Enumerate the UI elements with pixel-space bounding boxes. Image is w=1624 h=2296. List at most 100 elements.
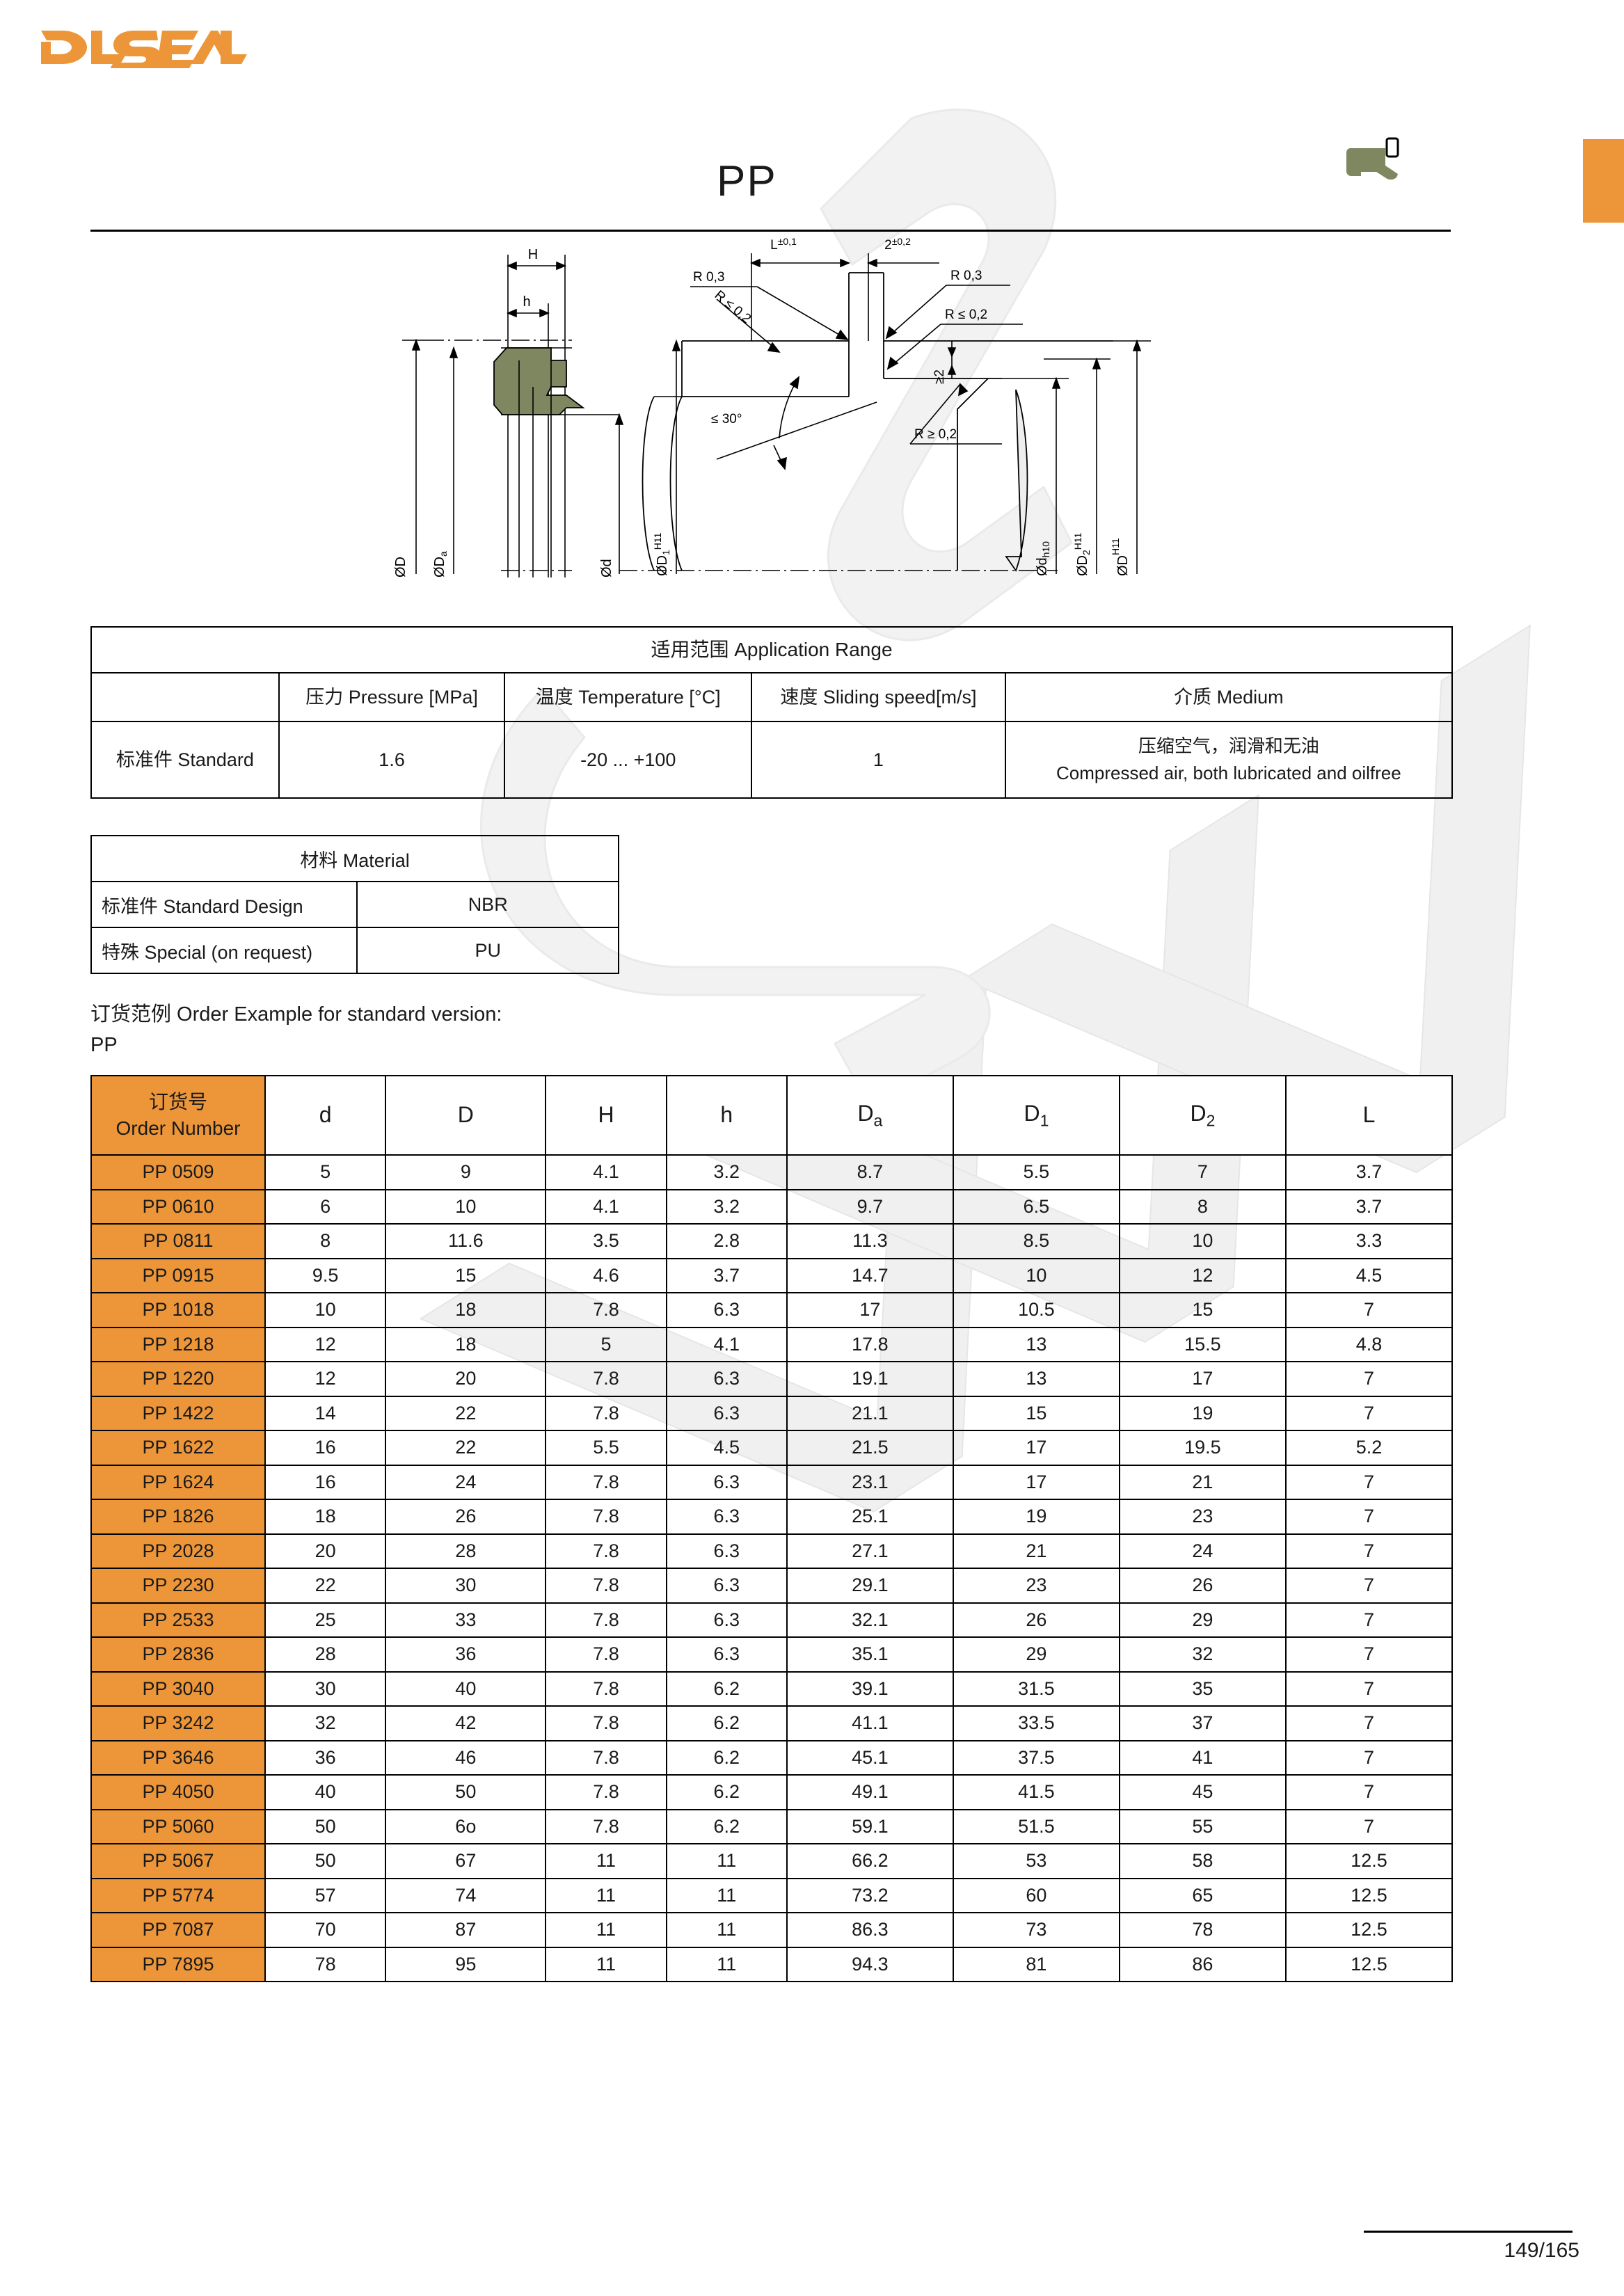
table-row: PP 0811 8 11.6 3.5 2.8 11.3 8.5 10 3.3 — [90, 1223, 1454, 1259]
cell-D1: 41.5 — [952, 1774, 1120, 1810]
cell-Da: 14.7 — [786, 1257, 954, 1293]
cell-H: 7.8 — [545, 1292, 667, 1328]
cell-order-number: PP 2533 — [90, 1602, 266, 1638]
cell-D1: 13 — [952, 1361, 1120, 1397]
cell-D2: 15.5 — [1118, 1326, 1287, 1362]
cell-D: 33 — [385, 1602, 547, 1638]
material-value-standard: NBR — [356, 881, 619, 928]
cell-D: 74 — [385, 1877, 547, 1913]
cell-order-number: PP 4050 — [90, 1774, 266, 1810]
cell-h: 6.3 — [665, 1499, 788, 1535]
cell-h: 2.8 — [665, 1223, 788, 1259]
cell-D: 24 — [385, 1464, 547, 1500]
cell-d: 9.5 — [264, 1257, 387, 1293]
cell-H: 5.5 — [545, 1430, 667, 1466]
cell-Da: 49.1 — [786, 1774, 954, 1810]
seal-profile-icon — [1346, 137, 1399, 180]
cell-order-number: PP 2836 — [90, 1636, 266, 1673]
order-example: 订货范例 Order Example for standard version:… — [90, 1000, 502, 1060]
cell-d: 36 — [264, 1739, 387, 1776]
col-head-temperature: 温度 Temperature [°C] — [504, 672, 753, 722]
material-label-standard: 标准件 Standard Design — [90, 881, 358, 928]
cell-H: 7.8 — [545, 1636, 667, 1673]
seal-cross-section — [493, 347, 585, 415]
dim-label-r-le-02-left: R ≤ 0,2 — [712, 288, 754, 326]
order-example-line1: 订货范例 Order Example for standard version: — [90, 1003, 502, 1026]
cell-D2: 86 — [1118, 1946, 1287, 1982]
dim-label-Odh10: Ødh10 — [1035, 541, 1051, 576]
cell-D2: 45 — [1118, 1774, 1287, 1810]
material-table: 材料 Material 标准件 Standard Design NBR 特殊 S… — [90, 835, 619, 974]
cell-d: 14 — [264, 1395, 387, 1431]
table-row: PP 1624 16 24 7.8 6.3 23.1 17 21 7 — [90, 1464, 1454, 1500]
row-label-standard: 标准件 Standard — [90, 721, 280, 799]
cell-D2: 32 — [1118, 1636, 1287, 1673]
cell-H: 11 — [545, 1912, 667, 1948]
cell-order-number: PP 1826 — [90, 1499, 266, 1535]
dim-label-h: h — [523, 294, 530, 310]
cell-order-number: PP 5060 — [90, 1808, 266, 1844]
table-header-row: 订货号 Order Number d D H h Da D1 D2 L — [90, 1075, 1454, 1156]
table-row: PP 0509 5 9 4.1 3.2 8.7 5.5 7 3.7 — [90, 1154, 1454, 1190]
cell-h: 3.2 — [665, 1188, 788, 1225]
cell-order-number: PP 7895 — [90, 1946, 266, 1982]
cell-Da: 39.1 — [786, 1671, 954, 1707]
cell-D1: 17 — [952, 1430, 1120, 1466]
cell-D1: 23 — [952, 1568, 1120, 1604]
cell-L: 3.7 — [1284, 1188, 1454, 1225]
col-head-H: H — [545, 1075, 667, 1156]
cell-D: 46 — [385, 1739, 547, 1776]
cell-h: 6.3 — [665, 1568, 788, 1604]
cell-L: 7 — [1284, 1705, 1454, 1741]
col-head-medium: 介质 Medium — [1004, 672, 1454, 722]
col-head-D2: D2 — [1118, 1075, 1287, 1156]
value-medium: 压缩空气，润滑和无油 Compressed air, both lubricat… — [1004, 721, 1454, 799]
cell-Da: 25.1 — [786, 1499, 954, 1535]
cell-D1: 10 — [952, 1257, 1120, 1293]
cell-Da: 29.1 — [786, 1568, 954, 1604]
dim-label-r03-left: R 0,3 — [693, 270, 724, 285]
cell-L: 7 — [1284, 1568, 1454, 1604]
cell-order-number: PP 1624 — [90, 1464, 266, 1500]
table-row: PP 0915 9.5 15 4.6 3.7 14.7 10 12 4.5 — [90, 1257, 1454, 1293]
cell-order-number: PP 0610 — [90, 1188, 266, 1225]
cell-L: 7 — [1284, 1464, 1454, 1500]
cell-D1: 5.5 — [952, 1154, 1120, 1190]
cell-d: 16 — [264, 1464, 387, 1500]
dim-label-r-ge-02: R ≥ 0,2 — [914, 427, 957, 442]
table-row: PP 2836 28 36 7.8 6.3 35.1 29 32 7 — [90, 1636, 1454, 1673]
table-row: PP 2230 22 30 7.8 6.3 29.1 23 26 7 — [90, 1568, 1454, 1604]
dim-label-OD: ØD — [393, 557, 408, 577]
cell-D1: 33.5 — [952, 1705, 1120, 1741]
cell-L: 12.5 — [1284, 1946, 1454, 1982]
cell-d: 12 — [264, 1361, 387, 1397]
cell-D: 40 — [385, 1671, 547, 1707]
cell-order-number: PP 1018 — [90, 1292, 266, 1328]
dim-label-r-le-02-right: R ≤ 0,2 — [945, 308, 987, 322]
cell-D1: 6.5 — [952, 1188, 1120, 1225]
medium-en: Compressed air, both lubricated and oilf… — [1056, 763, 1401, 783]
cell-L: 12.5 — [1284, 1843, 1454, 1879]
cell-Da: 19.1 — [786, 1361, 954, 1397]
cell-d: 50 — [264, 1843, 387, 1879]
cell-order-number: PP 0915 — [90, 1257, 266, 1293]
cell-D1: 26 — [952, 1602, 1120, 1638]
cell-D1: 53 — [952, 1843, 1120, 1879]
cell-D2: 23 — [1118, 1499, 1287, 1535]
table-row: PP 5060 50 6o 7.8 6.2 59.1 51.5 55 7 — [90, 1808, 1454, 1844]
cell-d: 30 — [264, 1671, 387, 1707]
material-label-special: 特殊 Special (on request) — [90, 927, 358, 974]
cell-D2: 55 — [1118, 1808, 1287, 1844]
page-number: 149/165 — [1504, 2239, 1579, 2262]
cell-D: 36 — [385, 1636, 547, 1673]
value-sliding-speed: 1 — [751, 721, 1006, 799]
cell-L: 7 — [1284, 1739, 1454, 1776]
cell-d: 12 — [264, 1326, 387, 1362]
cell-order-number: PP 3646 — [90, 1739, 266, 1776]
table-row: PP 2533 25 33 7.8 6.3 32.1 26 29 7 — [90, 1602, 1454, 1638]
cell-d: 50 — [264, 1808, 387, 1844]
cell-H: 4.6 — [545, 1257, 667, 1293]
cell-d: 70 — [264, 1912, 387, 1948]
table-row: PP 1422 14 22 7.8 6.3 21.1 15 19 7 — [90, 1395, 1454, 1431]
cell-D: 9 — [385, 1154, 547, 1190]
